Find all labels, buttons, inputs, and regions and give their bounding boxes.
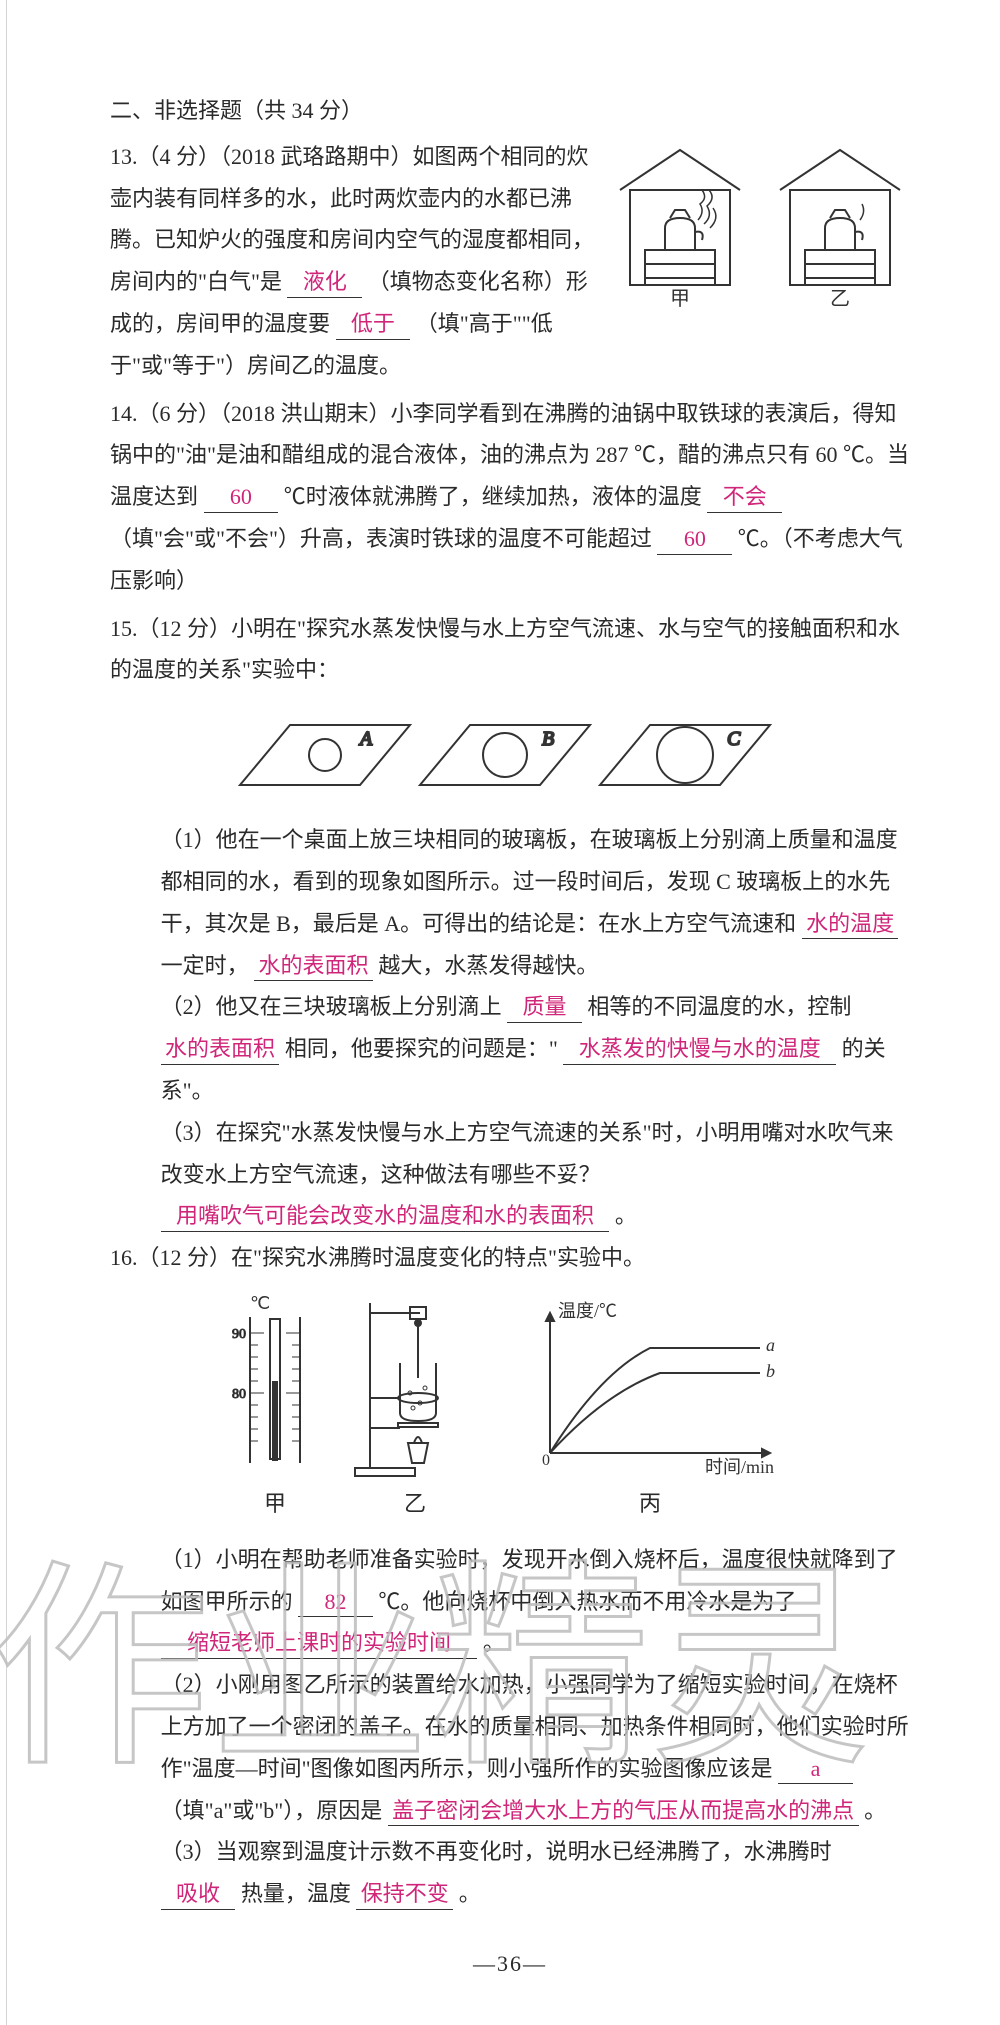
q16-label-bing: 丙 (510, 1483, 790, 1525)
section-header: 二、非选择题（共 34 分） (110, 90, 910, 132)
q15p2-text-2: 相等的不同温度的水，控制 (587, 994, 851, 1019)
q13-answer-2: 低于 (336, 310, 411, 340)
q16-figure: ℃ 90 80 (110, 1293, 910, 1525)
q16p2-text-2: （填"a"或"b"），原因是 (161, 1798, 383, 1823)
q16-part2: （2）小刚用图乙所示的装置给水加热，小强同学为了缩短实验时间，在烧杯上方加了一个… (110, 1664, 910, 1831)
question-13: 甲 乙 13.（4 分）（ (110, 136, 910, 387)
q16p2-text-3: 。 (864, 1798, 886, 1823)
q14-answer-2: 不会 (707, 483, 782, 513)
q15-label-b: B (542, 728, 554, 750)
page-number: —36— (110, 1943, 910, 1985)
question-16-head: 16.（12 分）在"探究水沸腾时温度变化的特点"实验中。 (110, 1237, 910, 1279)
q16p3-ans2: 保持不变 (356, 1880, 453, 1910)
q15p3-ans: 用嘴吹气可能会改变水的温度和水的表面积 (161, 1202, 610, 1232)
question-14: 14.（6 分）（2018 洪山期末）小李同学看到在沸腾的油锅中取铁球的表演后，… (110, 393, 910, 602)
q15p1-ans2: 水的表面积 (254, 952, 373, 982)
q14-text-2: ℃时液体就沸腾了，继续加热，液体的温度 (284, 484, 702, 509)
q16-curve-b: b (766, 1361, 775, 1381)
q15p3-text-1: （3）在探究"水蒸发快慢与水上方空气流速的关系"时，小明用嘴对水吹气来改变水上方… (161, 1120, 894, 1187)
q15-part2: （2）他又在三块玻璃板上分别滴上 质量 相等的不同温度的水，控制 水的表面积 相… (110, 986, 910, 1111)
q16p1-ans1: 82 (298, 1588, 373, 1618)
q13-figure: 甲 乙 (610, 140, 910, 310)
q15p2-text-1: （2）他又在三块玻璃板上分别滴上 (161, 994, 502, 1019)
q15p2-ans1: 质量 (507, 993, 582, 1023)
q16p3-text-2: 热量，温度 (241, 1881, 351, 1906)
q15-label-a: A (358, 728, 373, 750)
q16p2-ans1: a (778, 1755, 853, 1785)
q16-part1: （1）小明在帮助老师准备实验时，发现开水倒入烧杯后，温度很快就降到了如图甲所示的… (110, 1539, 910, 1664)
q15p2-ans3: 水蒸发的快慢与水的温度 (563, 1035, 836, 1065)
svg-text:0: 0 (542, 1452, 550, 1469)
q16p1-text-2: ℃。他向烧杯中倒入热水而不用冷水是为了 (378, 1589, 796, 1614)
q15-label-c: C (727, 728, 741, 750)
q16p2-ans2: 盖子密闭会增大水上方的气压从而提高水的沸点 (388, 1797, 859, 1827)
svg-text:℃: ℃ (250, 1293, 270, 1313)
q14-answer-1: 60 (204, 483, 279, 513)
q15p1-text-2: 一定时， (161, 953, 249, 978)
q15-part1: （1）他在一个桌面上放三块相同的玻璃板，在玻璃板上分别滴上质量和温度都相同的水，… (110, 819, 910, 986)
q15p1-text-1: （1）他在一个桌面上放三块相同的玻璃板，在玻璃板上分别滴上质量和温度都相同的水，… (161, 827, 898, 936)
page-left-edge (6, 0, 7, 2025)
q16-curve-a: a (766, 1335, 775, 1355)
q15p2-text-3: 相同，他要探究的问题是：" (285, 1036, 558, 1061)
q15p2-ans2: 水的表面积 (161, 1035, 280, 1065)
q13-answer-1: 液化 (287, 268, 362, 298)
q16p1-ans2: 缩短老师上课时的实验时间 (161, 1629, 478, 1659)
q16-fig-bing: 温度/℃ 时间/min 0 a b 丙 (510, 1293, 790, 1525)
q16p3-ans1: 吸收 (161, 1880, 236, 1910)
svg-text:90: 90 (232, 1327, 246, 1342)
svg-text:80: 80 (232, 1387, 246, 1402)
q14-text-3: （填"会"或"不会"）升高，表演时铁球的温度不可能超过 (110, 526, 652, 551)
question-15-head: 15.（12 分）小明在"探究水蒸发快慢与水上方空气流速、水与空气的接触面积和水… (110, 608, 910, 692)
q16-label-yi: 乙 (350, 1483, 480, 1525)
q16p3-text-3: 。 (459, 1881, 481, 1906)
q14-answer-3: 60 (657, 525, 732, 555)
q16-label-jia: 甲 (230, 1483, 320, 1525)
q15p1-ans1: 水的温度 (802, 910, 899, 940)
q15-part3: （3）在探究"水蒸发快慢与水上方空气流速的关系"时，小明用嘴对水吹气来改变水上方… (110, 1112, 910, 1237)
q16-fig-jia: ℃ 90 80 (230, 1293, 320, 1525)
q13-label-yi: 乙 (830, 288, 850, 310)
q15p3-text-2: 。 (615, 1203, 637, 1228)
q15-figure: A B C (110, 705, 910, 805)
q15p1-text-3: 越大，水蒸发得越快。 (378, 953, 598, 978)
q13-label-jia: 甲 (670, 288, 690, 310)
q16-part3: （3）当观察到温度计示数不再变化时，说明水已经沸腾了，水沸腾时 吸收 热量，温度… (110, 1831, 910, 1915)
q16p3-text-1: （3）当观察到温度计示数不再变化时，说明水已经沸腾了，水沸腾时 (161, 1839, 832, 1864)
worksheet-page: 二、非选择题（共 34 分） (0, 0, 1000, 2025)
q16-fig-yi: 乙 (350, 1293, 480, 1525)
q16-axis-x: 时间/min (705, 1457, 774, 1477)
q16-axis-y: 温度/℃ (558, 1301, 617, 1321)
q16p1-text-3: 。 (483, 1630, 505, 1655)
